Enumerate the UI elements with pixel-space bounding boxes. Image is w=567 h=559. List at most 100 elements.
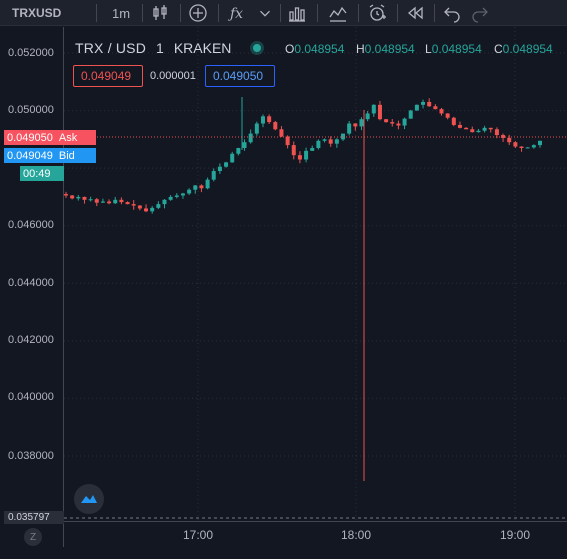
candle-body <box>402 118 407 126</box>
chart-legend[interactable]: TRX / USD 1 KRAKEN <box>75 40 262 56</box>
chevron-down-icon[interactable] <box>256 0 274 26</box>
alert-icon[interactable] <box>364 0 390 26</box>
chart-type-icon[interactable] <box>326 0 350 26</box>
candle-body <box>82 196 87 200</box>
candle-body <box>125 202 130 205</box>
candle-body <box>464 127 469 130</box>
indicators-icon[interactable] <box>186 0 210 26</box>
candle-body <box>513 142 518 147</box>
candle-body <box>180 193 185 196</box>
legend-close: C0.048954 <box>494 42 553 56</box>
legend-exchange: KRAKEN <box>173 40 232 56</box>
logo-icon <box>81 495 97 503</box>
candle-body <box>316 140 321 148</box>
candle-body <box>279 129 284 137</box>
candlestick-series <box>64 97 542 481</box>
candle-body <box>396 123 401 126</box>
candle-body <box>414 104 419 111</box>
candle-body <box>150 207 155 212</box>
redo-icon[interactable] <box>468 0 492 26</box>
candle-body <box>304 150 309 160</box>
undo-icon[interactable] <box>440 0 464 26</box>
candle-body <box>457 124 462 128</box>
candle-body <box>156 204 161 208</box>
chart-grid <box>64 27 567 521</box>
price-axis-label: 0.038000 <box>8 450 54 462</box>
toolbar-divider <box>434 4 435 22</box>
price-axis-label: 0.042000 <box>8 334 54 346</box>
price-axis-label: 0.050000 <box>8 104 54 116</box>
candle-body <box>217 166 222 172</box>
candle-body <box>322 139 327 141</box>
candle-body <box>439 109 444 114</box>
timezone-button[interactable]: Z <box>24 528 42 546</box>
candle-body <box>310 147 315 151</box>
candle-body <box>162 199 167 205</box>
price-axis-label: 0.046000 <box>8 219 54 231</box>
candle-body <box>451 117 456 125</box>
candle-body <box>476 130 481 133</box>
candle-body <box>371 104 376 114</box>
spread-value: 0.000001 <box>150 70 196 82</box>
candle-body <box>525 147 530 149</box>
candle-body <box>433 106 438 110</box>
candle-body <box>187 189 192 194</box>
candle-body <box>193 185 198 190</box>
candle-body <box>70 195 75 199</box>
ask-price: 0.049050 <box>7 131 53 144</box>
candle-body <box>488 127 493 130</box>
candle-body <box>100 201 105 203</box>
time-axis-label: 17:00 <box>182 528 214 542</box>
bid-label: Bid <box>58 149 75 162</box>
sell-button[interactable]: 0.049049 <box>73 65 143 87</box>
toolbar-divider <box>358 4 359 22</box>
legend-open: O0.048954 <box>285 42 345 56</box>
fx-icon[interactable]: ƒx <box>226 0 250 26</box>
candle-body <box>267 116 272 123</box>
candle-body <box>174 195 179 197</box>
ask-price-tag: 0.049050 Ask <box>4 130 96 145</box>
candle-body <box>137 205 142 209</box>
candle-body <box>254 123 259 134</box>
candle-body <box>390 122 395 124</box>
ask-label: Ask <box>58 131 78 144</box>
candle-body <box>113 199 118 204</box>
tradingview-logo-button[interactable] <box>74 484 104 514</box>
candle-body <box>211 171 216 180</box>
candles-icon[interactable] <box>148 0 172 26</box>
symbol-search-button[interactable]: TRXUSD <box>12 6 62 20</box>
bar-countdown: 00:49 <box>20 166 64 181</box>
bid-price-tag: 0.049049 Bid <box>4 148 96 163</box>
candle-body <box>242 142 247 148</box>
candle-body <box>507 137 512 143</box>
toolbar-divider <box>317 4 318 22</box>
candle-body <box>144 208 149 212</box>
buy-button[interactable]: 0.049050 <box>205 65 275 87</box>
candle-body <box>347 123 352 134</box>
market-status-icon[interactable] <box>253 44 262 52</box>
candle-body <box>297 155 302 160</box>
candle-body <box>531 145 536 148</box>
candle-body <box>384 119 389 123</box>
candle-body <box>285 136 290 146</box>
candle-body <box>248 133 253 143</box>
candle-body <box>341 133 346 140</box>
legend-high: H0.048954 <box>356 42 415 56</box>
interval-button[interactable]: 1m <box>111 5 131 21</box>
price-axis[interactable]: 0.052000 0.050000 0.046000 0.044000 0.04… <box>0 27 64 547</box>
time-axis[interactable]: 17:00 18:00 19:00 <box>64 521 567 549</box>
compare-icon[interactable] <box>285 0 309 26</box>
replay-icon[interactable] <box>403 0 427 26</box>
toolbar-divider <box>397 4 398 22</box>
candle-body <box>236 147 241 154</box>
candle-body <box>224 162 229 167</box>
toolbar-divider <box>142 4 143 22</box>
candle-body <box>427 101 432 107</box>
candle-body <box>408 110 413 119</box>
candle-body <box>199 185 204 189</box>
candle-body <box>519 146 524 148</box>
toolbar-divider <box>280 4 281 22</box>
svg-text:ƒx: ƒx <box>228 6 243 22</box>
candle-body <box>334 139 339 144</box>
candle-body <box>494 129 499 136</box>
